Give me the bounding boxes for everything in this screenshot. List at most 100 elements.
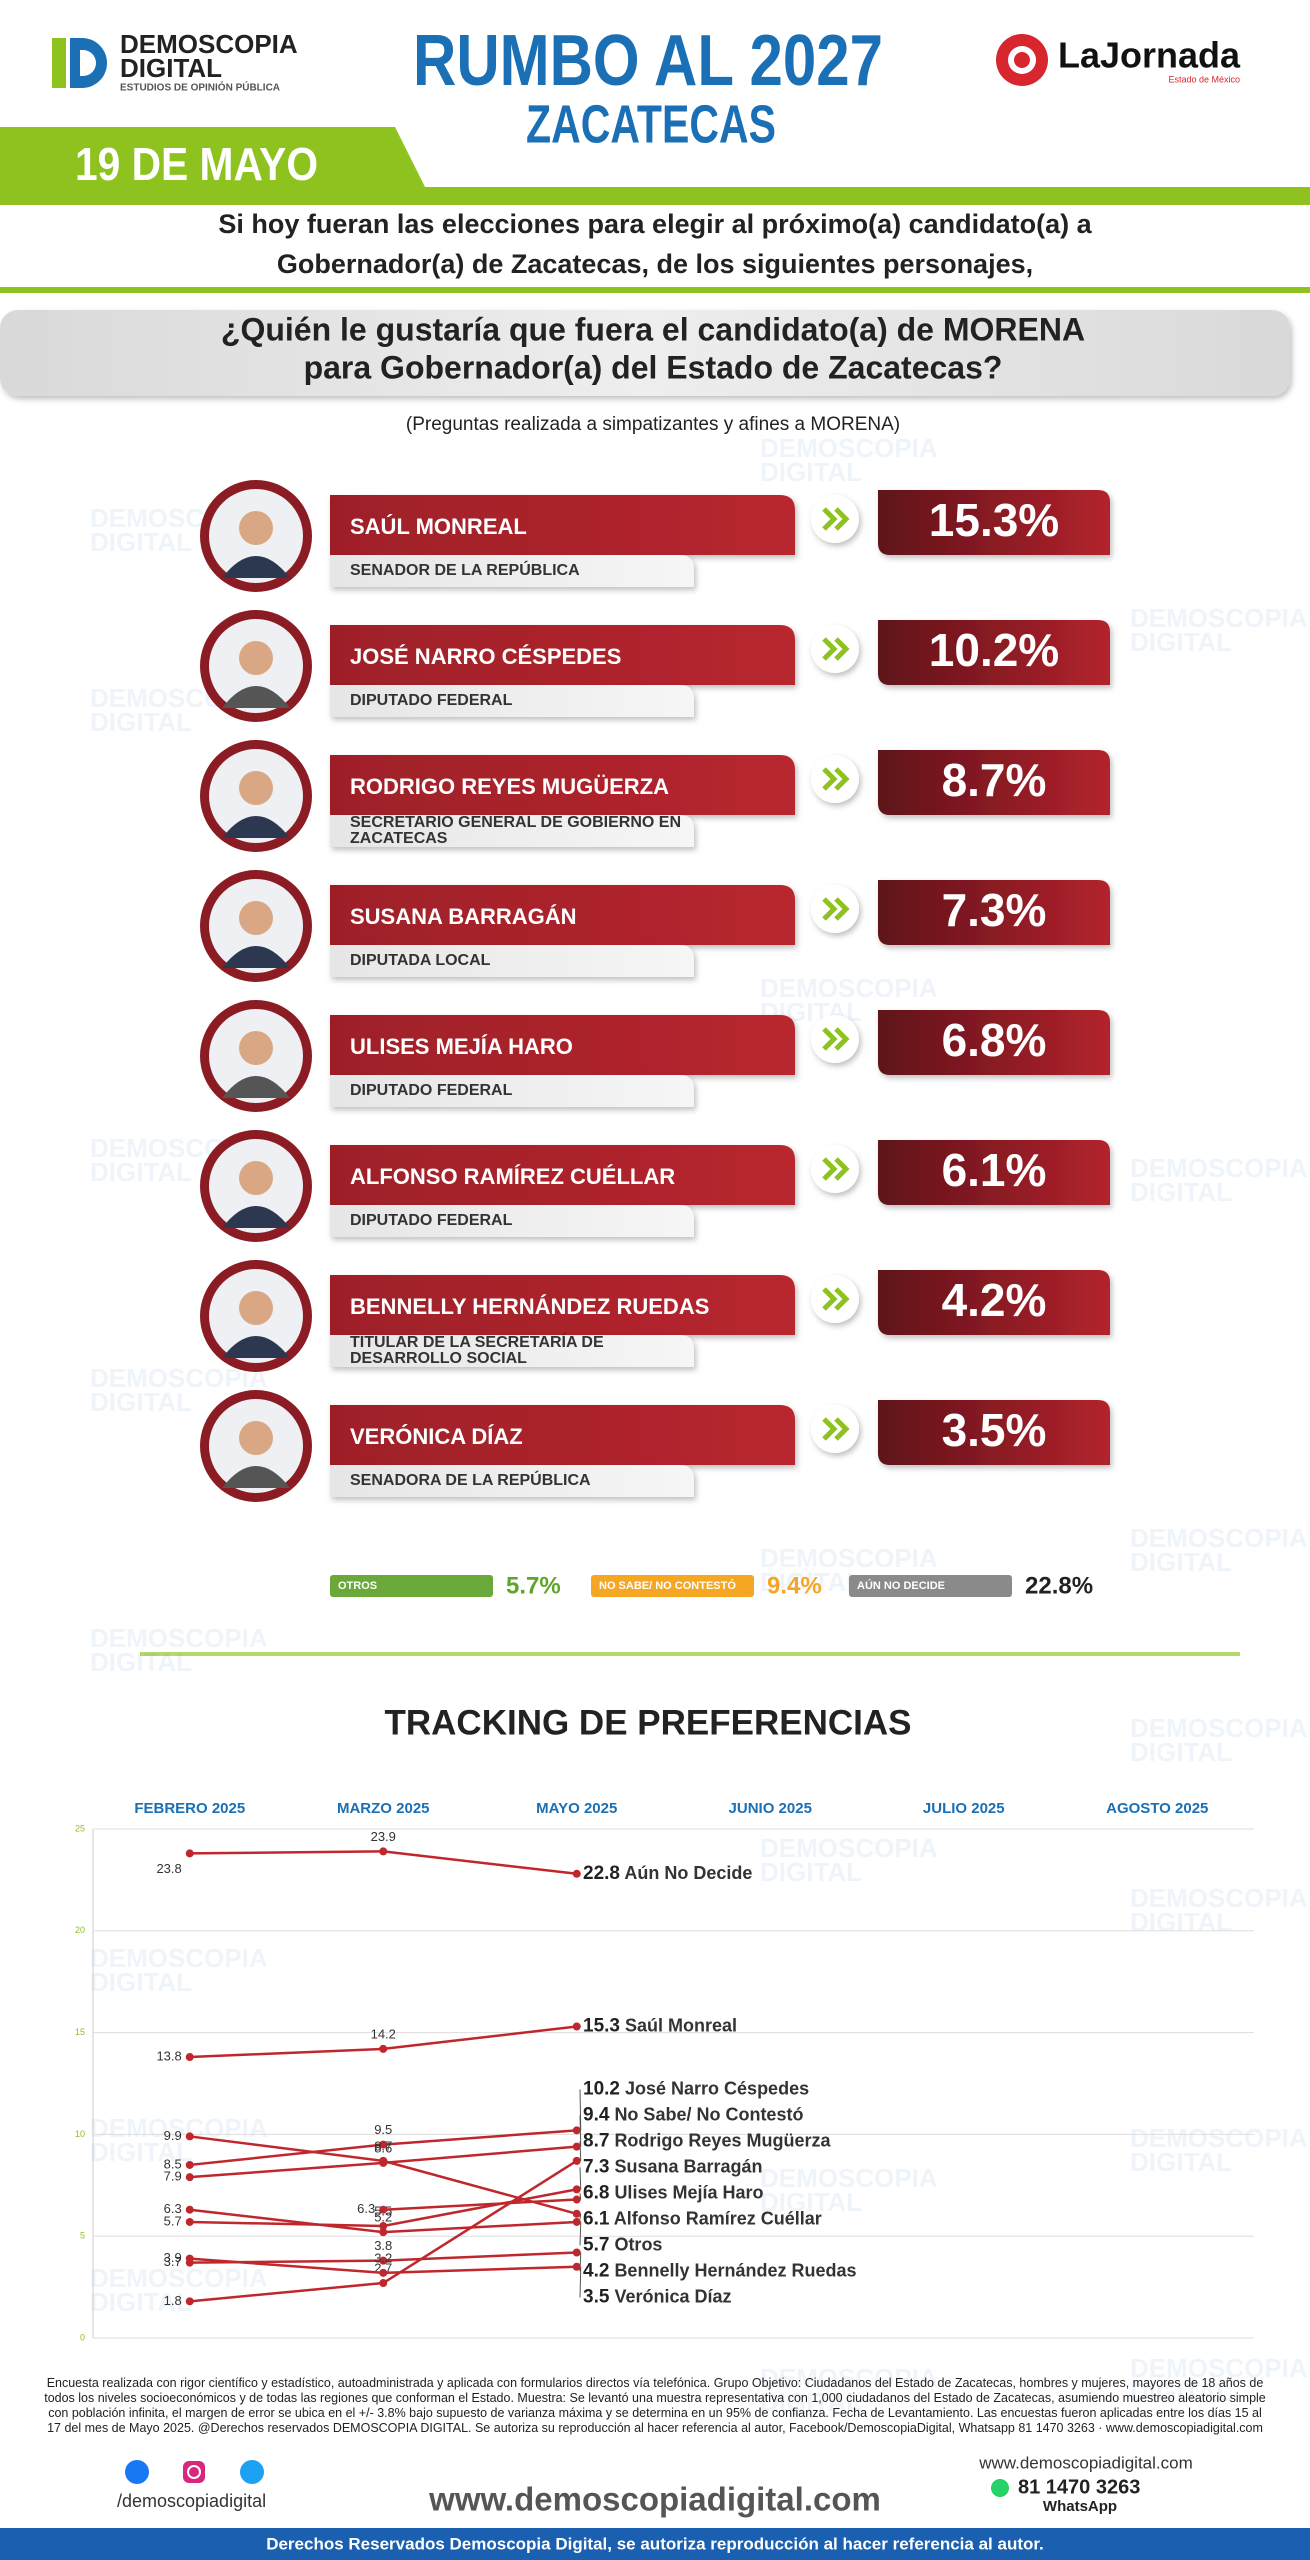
candidate-role: DESARROLLO SOCIAL: [350, 1350, 527, 1367]
legend-name: Susana Barragán: [614, 2156, 762, 2176]
legend-name: No Sabe/ No Contestó: [614, 2104, 803, 2124]
candidate-pct: 6.8%: [942, 1014, 1047, 1066]
arrow-icon: [822, 507, 850, 531]
point: [572, 2185, 581, 2194]
other-label: OTROS: [338, 1580, 377, 1592]
pct-box: [878, 490, 1110, 555]
watermark: DIGITAL: [90, 1647, 192, 1677]
partner-tagline: Estado de México: [1168, 74, 1240, 84]
point-label: 8.7: [374, 2138, 392, 2153]
date-band: [0, 127, 1310, 205]
point-label: 23.9: [371, 1829, 396, 1844]
watermark: DEMOSCOPIA: [760, 1833, 938, 1863]
candidate-name: JOSÉ NARRO CÉSPEDES: [350, 644, 621, 669]
x-tick-label: FEBRERO 2025: [134, 1800, 245, 1817]
watermark: DIGITAL: [90, 527, 192, 557]
other-label: AÚN NO DECIDE: [857, 1579, 945, 1592]
twitter-icon[interactable]: [240, 2460, 264, 2484]
point-label: 13.8: [156, 2048, 181, 2063]
end-value: 6.1: [583, 2208, 610, 2229]
watermark: DIGITAL: [760, 2187, 862, 2217]
watermark: DIGITAL: [90, 1157, 192, 1187]
other-pct: 22.8%: [1025, 1572, 1093, 1599]
candidate-role: SECRETARIO GENERAL DE GOBIERNO EN: [350, 814, 681, 831]
series-line: [383, 2198, 577, 2211]
watermark: DEMOSCOPIA: [760, 433, 938, 463]
legend-name: Bennelly Hernández Ruedas: [614, 2260, 856, 2280]
photo-body: [222, 1206, 290, 1228]
question-note: (Preguntas realizada a simpatizantes y a…: [406, 414, 900, 435]
candidate-role: ZACATECAS: [350, 830, 448, 847]
instagram-icon[interactable]: [183, 2461, 205, 2483]
name-bar: [330, 495, 795, 555]
candidate-row: ALFONSO RAMÍREZ CUÉLLAR DIPUTADO FEDERAL 6…: [200, 1130, 1110, 1242]
watermark: DEMOSCOPIA: [1130, 1883, 1308, 1913]
legend-name: Alfonso Ramírez Cuéllar: [614, 2208, 822, 2228]
end-value: 6.8: [583, 2182, 609, 2203]
candidate-role: DIPUTADO FEDERAL: [350, 1082, 513, 1099]
candidate-row: VERÓNICA DÍAZ SENADORA DE LA REPÚBLICA 3.5…: [200, 1390, 1110, 1502]
end-value: 3.5: [583, 2286, 610, 2307]
question-banner: [0, 310, 1290, 396]
photo-head: [239, 1161, 273, 1195]
point: [185, 2173, 194, 2182]
point: [379, 2044, 388, 2053]
watermark: DIGITAL: [90, 1387, 192, 1417]
point-label: 3.9: [164, 2250, 182, 2265]
candidate-pct: 8.7%: [942, 754, 1047, 806]
name-bar: [330, 1145, 795, 1205]
watermark: DIGITAL: [760, 2387, 862, 2417]
point: [572, 2126, 581, 2135]
point-label: 6.3: [357, 2201, 375, 2216]
watermark: DEMOSCOPIA: [90, 1943, 268, 1973]
website[interactable]: www.demoscopiadigital.com: [978, 2453, 1193, 2472]
legend-name: Verónica Díaz: [614, 2286, 731, 2306]
candidate-pct: 15.3%: [929, 494, 1059, 546]
candidate-name: SUSANA BARRAGÁN: [350, 904, 577, 929]
other-bar: [330, 1575, 493, 1597]
point-label: 8.5: [164, 2156, 182, 2171]
end-label: 6.8 Ulises Mejía Haro: [583, 2182, 764, 2203]
y-tick-label: 5: [80, 2231, 85, 2241]
watermark: DEMOSCOPIA: [1130, 2123, 1308, 2153]
pct-box: [878, 880, 1110, 945]
point-label: 9.5: [374, 2122, 392, 2137]
x-tick-label: JUNIO 2025: [729, 1800, 812, 1817]
partner-logo: LaJornada Estado de México: [996, 34, 1241, 86]
arrow-icon: [822, 1027, 850, 1051]
role-bar: [330, 555, 694, 587]
y-tick-label: 20: [75, 1925, 85, 1935]
end-label: 8.7 Rodrigo Reyes Mugüerza: [583, 2130, 831, 2151]
role-bar: [330, 945, 694, 977]
facebook-icon[interactable]: [125, 2460, 149, 2484]
arrow-icon: [822, 1157, 850, 1181]
photo-body: [222, 1336, 290, 1358]
separator: [0, 287, 1310, 293]
point: [379, 2205, 388, 2214]
website-main[interactable]: www.demoscopiadigital.com: [428, 2481, 881, 2518]
watermark: DEMOSCOPIA: [760, 973, 938, 1003]
whatsapp-label: WhatsApp: [1043, 2498, 1117, 2515]
x-tick-label: JULIO 2025: [923, 1800, 1005, 1817]
legend-name: Rodrigo Reyes Mugüerza: [614, 2130, 831, 2150]
candidate-row: SAÚL MONREAL SENADOR DE LA REPÚBLICA 15.3%: [200, 480, 1110, 592]
point-label: 7.9: [164, 2169, 182, 2184]
candidate-name: RODRIGO REYES MUGÜERZA: [350, 774, 669, 799]
point: [379, 2222, 388, 2231]
label-connector: [579, 2266, 582, 2298]
candidate-role: SENADORA DE LA REPÚBLICA: [350, 1470, 591, 1489]
intro-line: Gobernador(a) de Zacatecas, de los sigui…: [277, 249, 1033, 279]
other-label: NO SABE/ NO CONTESTÓ: [599, 1579, 736, 1592]
arrow-icon: [822, 897, 850, 921]
candidate-role: DIPUTADO FEDERAL: [350, 1212, 513, 1229]
question-line: para Gobernador(a) del Estado de Zacatec…: [304, 349, 1003, 385]
arrow-icon: [822, 637, 850, 661]
watermark: DEMOSCOPIA: [760, 2363, 938, 2393]
other-pct: 5.7%: [506, 1572, 561, 1599]
end-value: 15.3: [583, 2016, 620, 2037]
legend-name: Otros: [614, 2234, 662, 2254]
role-bar: [330, 1465, 694, 1497]
watermark: DEMOSCOPIA: [1130, 603, 1308, 633]
